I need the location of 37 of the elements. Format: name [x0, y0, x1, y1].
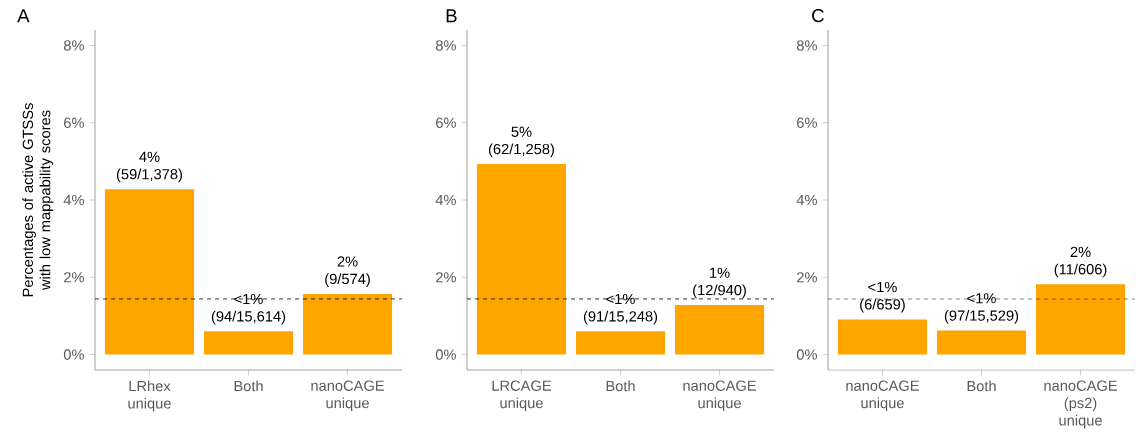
chart-title: B: [446, 9, 457, 23]
y-tick-label: 2%: [64, 272, 84, 283]
data-label: <1% (97/15,529): [944, 293, 1019, 324]
data-label: 5% (62/1,258): [488, 126, 554, 158]
y-tick-label: 2%: [436, 272, 456, 283]
y-tick-label: 4%: [63, 194, 84, 206]
data-label: <1% (94/15,614): [211, 293, 286, 325]
y-tick-label: 0%: [63, 349, 84, 360]
y-tick-label: 6%: [64, 117, 84, 128]
x-tick-label: LRCAGE unique: [492, 380, 551, 412]
y-tick-label: 4%: [435, 194, 456, 206]
data-label: <1% (6/659): [860, 281, 905, 313]
chart-title: A: [17, 9, 30, 23]
y-tick-label: 6%: [797, 117, 817, 128]
x-tick-label: Both: [967, 380, 996, 392]
y-tick-label: 0%: [796, 349, 817, 360]
data-label: 4% (59/1,378): [116, 151, 182, 183]
x-tick-label: nanoCAGE unique: [683, 380, 756, 412]
y-tick-label: 8%: [796, 40, 817, 51]
x-tick-label: nanoCAGE unique: [311, 380, 384, 412]
x-tick-label: Both: [234, 380, 263, 392]
x-tick-label: Both: [606, 380, 635, 392]
y-tick-label: 8%: [435, 40, 456, 51]
x-tick-label: nanoCAGE (ps2) unique: [1044, 380, 1117, 429]
y-tick-label: 4%: [796, 194, 817, 206]
chart-title: C: [812, 8, 824, 23]
data-label: 2% (11/606): [1054, 246, 1107, 278]
y-tick-label: 0%: [435, 349, 456, 360]
x-tick-label: nanoCAGE unique: [846, 380, 919, 412]
y-tick-label: 8%: [63, 40, 84, 51]
data-label: 2% (9/574): [325, 256, 370, 287]
data-label: <1% (91/15,248): [583, 293, 658, 325]
y-axis-title: Percentages of active GTSSs with low mappability scores: [22, 103, 54, 297]
x-tick-label: LRhex unique: [128, 380, 171, 412]
data-label: 1% (12/940): [693, 267, 746, 299]
y-tick-label: 2%: [797, 272, 817, 283]
y-tick-label: 6%: [436, 117, 456, 128]
